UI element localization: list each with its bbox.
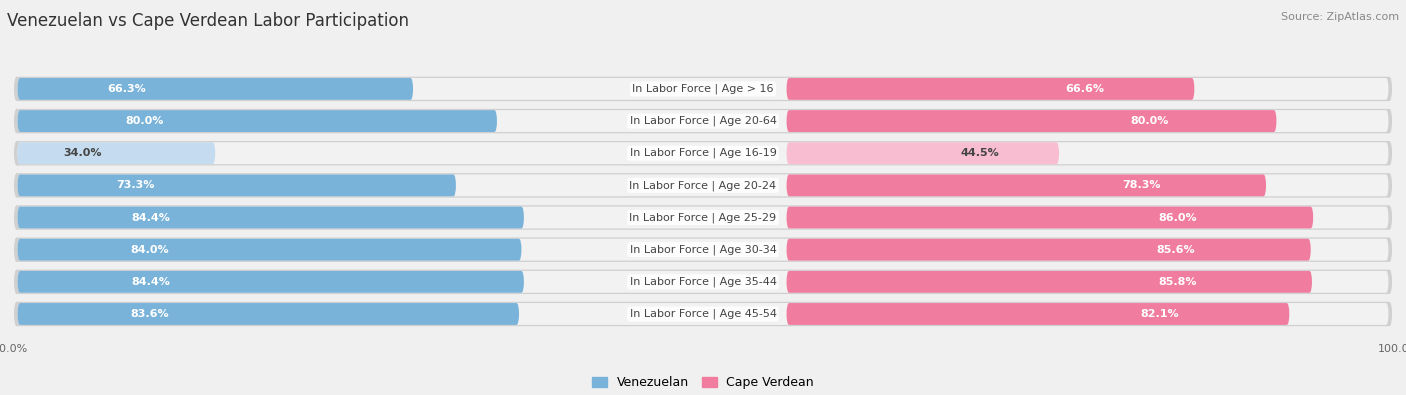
FancyBboxPatch shape (17, 110, 1389, 132)
FancyBboxPatch shape (17, 175, 1389, 196)
FancyBboxPatch shape (17, 207, 524, 228)
FancyBboxPatch shape (786, 110, 1277, 132)
Text: In Labor Force | Age 35-44: In Labor Force | Age 35-44 (630, 276, 776, 287)
Text: In Labor Force | Age 20-64: In Labor Force | Age 20-64 (630, 116, 776, 126)
FancyBboxPatch shape (17, 142, 1389, 164)
Text: In Labor Force | Age 25-29: In Labor Force | Age 25-29 (630, 212, 776, 223)
Text: In Labor Force | Age > 16: In Labor Force | Age > 16 (633, 84, 773, 94)
FancyBboxPatch shape (17, 78, 413, 100)
FancyBboxPatch shape (17, 271, 1389, 293)
Text: 44.5%: 44.5% (960, 148, 1000, 158)
Text: 85.6%: 85.6% (1157, 245, 1195, 255)
Text: 78.3%: 78.3% (1122, 181, 1160, 190)
Text: 34.0%: 34.0% (63, 148, 101, 158)
FancyBboxPatch shape (14, 141, 1392, 166)
FancyBboxPatch shape (786, 271, 1312, 293)
Text: 85.8%: 85.8% (1159, 277, 1197, 287)
Text: Source: ZipAtlas.com: Source: ZipAtlas.com (1281, 12, 1399, 22)
Text: In Labor Force | Age 30-34: In Labor Force | Age 30-34 (630, 245, 776, 255)
Legend: Venezuelan, Cape Verdean: Venezuelan, Cape Verdean (586, 371, 820, 394)
FancyBboxPatch shape (17, 142, 215, 164)
FancyBboxPatch shape (14, 205, 1392, 230)
FancyBboxPatch shape (14, 237, 1392, 262)
Text: 84.4%: 84.4% (131, 277, 170, 287)
FancyBboxPatch shape (786, 142, 1059, 164)
FancyBboxPatch shape (786, 207, 1313, 228)
Text: 86.0%: 86.0% (1159, 213, 1198, 222)
FancyBboxPatch shape (14, 173, 1392, 198)
Text: 66.3%: 66.3% (107, 84, 146, 94)
FancyBboxPatch shape (17, 303, 519, 325)
Text: 80.0%: 80.0% (1130, 116, 1168, 126)
Text: In Labor Force | Age 16-19: In Labor Force | Age 16-19 (630, 148, 776, 158)
Text: 73.3%: 73.3% (117, 181, 155, 190)
FancyBboxPatch shape (786, 239, 1310, 261)
FancyBboxPatch shape (14, 109, 1392, 133)
Text: 84.4%: 84.4% (131, 213, 170, 222)
FancyBboxPatch shape (14, 270, 1392, 294)
FancyBboxPatch shape (786, 175, 1265, 196)
FancyBboxPatch shape (786, 78, 1195, 100)
FancyBboxPatch shape (17, 78, 1389, 100)
FancyBboxPatch shape (17, 271, 524, 293)
Text: 83.6%: 83.6% (131, 309, 169, 319)
FancyBboxPatch shape (17, 239, 522, 261)
Text: 82.1%: 82.1% (1140, 309, 1178, 319)
Text: 84.0%: 84.0% (131, 245, 169, 255)
FancyBboxPatch shape (17, 175, 456, 196)
Text: Venezuelan vs Cape Verdean Labor Participation: Venezuelan vs Cape Verdean Labor Partici… (7, 12, 409, 30)
Text: 66.6%: 66.6% (1066, 84, 1105, 94)
FancyBboxPatch shape (17, 239, 1389, 261)
FancyBboxPatch shape (17, 207, 1389, 228)
FancyBboxPatch shape (14, 77, 1392, 101)
Text: 80.0%: 80.0% (125, 116, 163, 126)
FancyBboxPatch shape (786, 303, 1289, 325)
FancyBboxPatch shape (17, 110, 496, 132)
FancyBboxPatch shape (14, 302, 1392, 326)
FancyBboxPatch shape (17, 303, 1389, 325)
Text: In Labor Force | Age 20-24: In Labor Force | Age 20-24 (630, 180, 776, 191)
Text: In Labor Force | Age 45-54: In Labor Force | Age 45-54 (630, 309, 776, 319)
